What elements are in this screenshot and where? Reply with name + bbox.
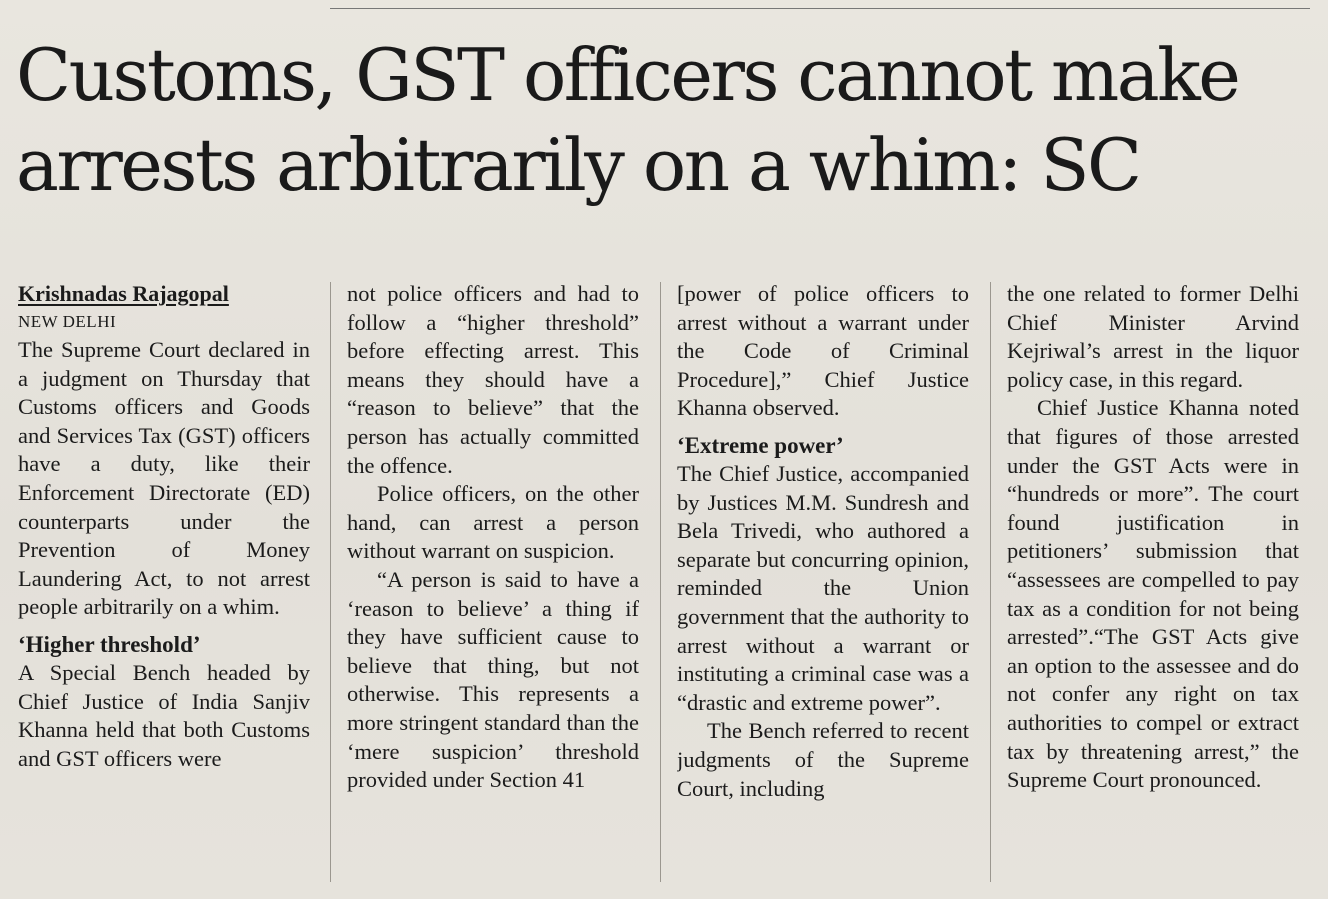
paragraph: Police officers, on the other hand, can …	[347, 481, 639, 564]
byline: Krishnadas Rajagopal	[18, 281, 229, 306]
article-column-4: the one related to former Delhi Chief Mi…	[1007, 280, 1299, 890]
paragraph: not police officers and had to follow a …	[347, 281, 639, 478]
article-column-2: not police officers and had to follow a …	[347, 280, 639, 890]
article-column-1: Krishnadas Rajagopal NEW DELHI The Supre…	[18, 280, 310, 890]
paragraph: The Bench referred to recent judgments o…	[677, 718, 969, 801]
article-column-3: [power of police officers to arrest with…	[677, 280, 969, 890]
column-divider	[660, 282, 661, 882]
headline: Customs, GST officers cannot make arrest…	[16, 30, 1316, 210]
paragraph: A Special Bench headed by Chief Justice …	[18, 659, 310, 771]
paragraph: the one related to former Delhi Chief Mi…	[1007, 281, 1299, 392]
dateline: NEW DELHI	[18, 312, 117, 331]
paragraph: The Chief Justice, accompanied by Justic…	[677, 460, 969, 715]
column-divider	[990, 282, 991, 882]
paragraph: “A person is said to have a ‘reason to b…	[347, 566, 639, 793]
paragraph: Chief Justice Khanna noted that figures …	[1007, 395, 1299, 793]
column-divider	[330, 282, 331, 882]
top-rule	[330, 8, 1310, 9]
headline-line-1: Customs, GST officers cannot make	[16, 33, 1241, 117]
subheading: ‘Extreme power’	[677, 432, 844, 458]
paragraph: The Supreme Court declared in a judgment…	[18, 337, 310, 620]
paragraph: [power of police officers to arrest with…	[677, 281, 969, 421]
subheading: ‘Higher threshold’	[18, 631, 201, 657]
headline-line-2: arrests arbitrarily on a whim: SC	[16, 123, 1142, 207]
